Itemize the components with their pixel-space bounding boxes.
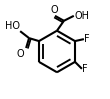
Text: F: F bbox=[82, 64, 88, 74]
Text: HO: HO bbox=[5, 21, 20, 31]
Text: OH: OH bbox=[74, 11, 89, 21]
Text: O: O bbox=[50, 5, 58, 15]
Text: O: O bbox=[17, 49, 25, 59]
Text: F: F bbox=[84, 34, 90, 44]
